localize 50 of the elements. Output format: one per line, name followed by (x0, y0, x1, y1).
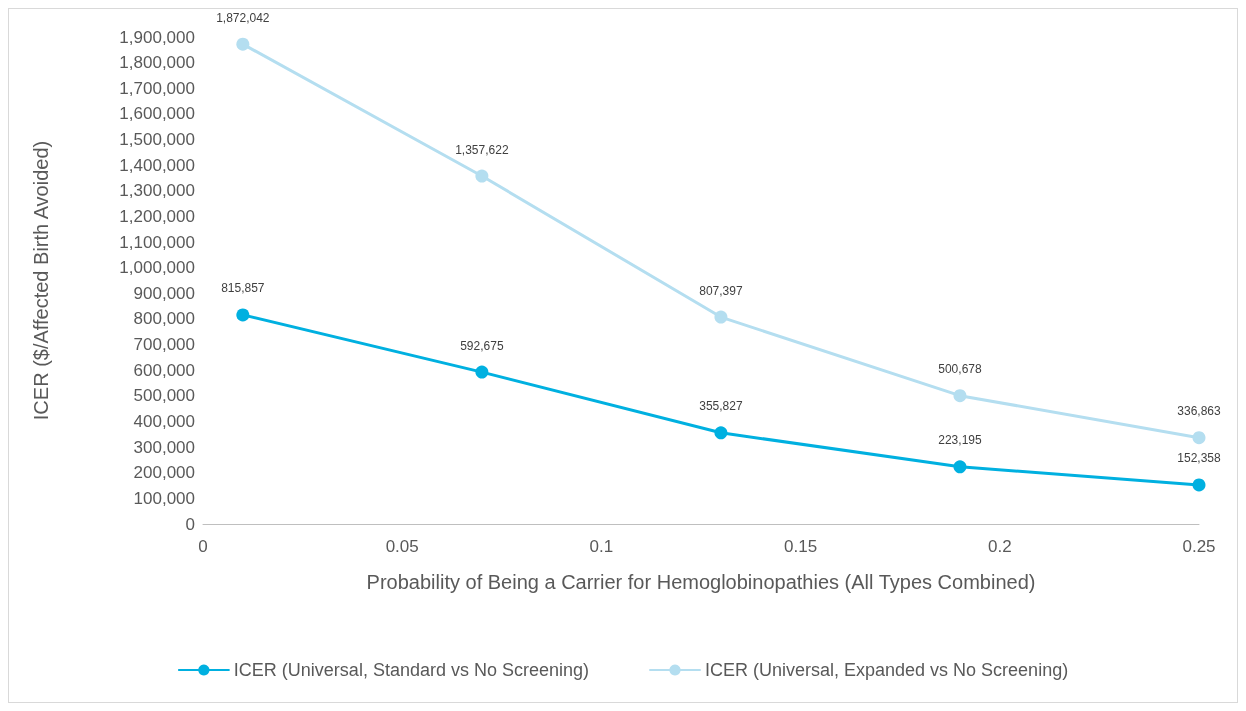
y-tick-label: 1,500,000 (119, 130, 195, 150)
y-tick-label: 1,600,000 (119, 104, 195, 124)
y-tick-label: 1,300,000 (119, 181, 195, 201)
legend-label: ICER (Universal, Standard vs No Screening) (233, 660, 589, 680)
x-axis-title: Probability of Being a Carrier for Hemoglobinopathies (All Types Combined) (366, 571, 1036, 593)
point (953, 460, 967, 474)
x-tick-label: 0.15 (784, 537, 818, 556)
y-tick-label: 600,000 (133, 360, 195, 380)
y-tick-label: 1,900,000 (119, 27, 195, 47)
y-tick-label: 700,000 (133, 335, 195, 355)
x-tick-label: 0.25 (1182, 537, 1216, 556)
point (236, 308, 250, 322)
y-tick-label: 1,000,000 (119, 258, 195, 278)
data-label: 807,397 (699, 283, 743, 298)
point (714, 426, 728, 440)
x-tick-label: 0.1 (589, 537, 614, 556)
y-tick-label: 0 (185, 514, 195, 534)
y-tick-label: 1,700,000 (119, 78, 195, 98)
data-label: 355,827 (699, 399, 743, 414)
x-tick-label: 0.05 (385, 537, 419, 556)
x-tick-label: 0.2 (987, 537, 1012, 556)
y-tick-label: 200,000 (133, 463, 195, 483)
legend-label: ICER (Universal, Expanded vs No Screening) (704, 660, 1069, 680)
data-label: 152,358 (1177, 451, 1222, 466)
data-label: 500,678 (938, 362, 982, 377)
y-axis-title: ICER ($/Affected Birth Avoided) (30, 140, 52, 421)
y-tick-label: 300,000 (133, 437, 195, 457)
data-label: 1,357,622 (455, 142, 509, 157)
x-tick-label: 0 (198, 537, 208, 556)
data-label: 592,675 (460, 338, 504, 353)
y-tick-label: 1,800,000 (119, 53, 195, 73)
y-tick-label: 1,100,000 (119, 232, 195, 252)
data-label: 815,857 (221, 281, 265, 296)
data-label: 223,195 (938, 433, 982, 448)
y-tick-label: 400,000 (133, 411, 195, 431)
point (1192, 431, 1206, 445)
y-tick-label: 900,000 (133, 283, 195, 303)
y-tick-label: 100,000 (133, 488, 195, 508)
y-tick-label: 800,000 (133, 309, 195, 329)
point (714, 310, 728, 324)
point (1192, 478, 1206, 492)
data-label: 1,872,042 (216, 10, 270, 25)
point (953, 389, 967, 403)
point (475, 169, 489, 183)
y-tick-label: 1,400,000 (119, 155, 195, 175)
point (475, 365, 489, 379)
y-tick-label: 500,000 (133, 386, 195, 406)
data-label: 336,863 (1177, 404, 1222, 419)
point (236, 37, 250, 51)
y-tick-label: 1,200,000 (119, 206, 195, 226)
